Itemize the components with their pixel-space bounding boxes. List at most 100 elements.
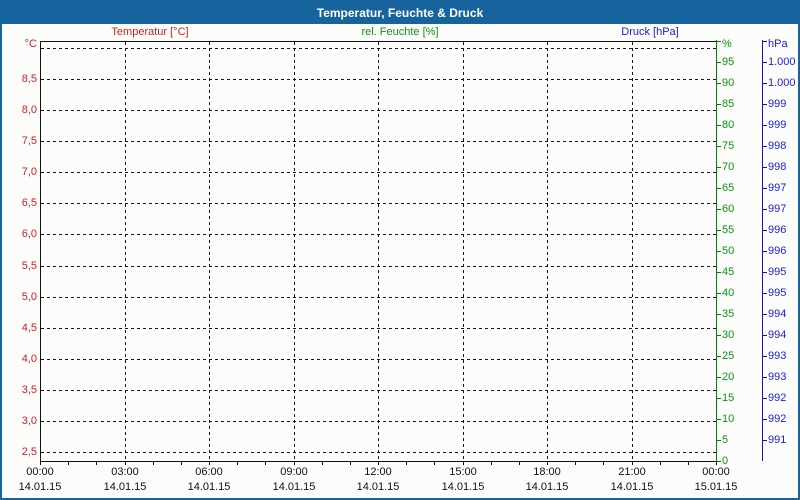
v-gridline [378,42,379,460]
time-label: 00:00 [702,466,730,478]
pressure-axis-tick [763,230,767,231]
pressure-axis-tick [763,188,767,189]
humidity-axis-tick [717,272,721,273]
hour-tick [378,462,379,465]
pressure-axis-label: 995 [768,266,787,278]
legend-temperature: Temperatur [°C] [111,26,189,38]
humidity-axis-tick [717,62,721,63]
v-gridline [632,42,633,460]
temp-axis-label: 6,5 [21,197,37,209]
humidity-axis-tick [717,125,721,126]
pressure-axis-label: 992 [768,392,787,404]
legend-humidity: rel. Feuchte [%] [361,26,439,38]
humidity-axis-label: 60 [722,203,735,215]
hour-tick [181,462,182,465]
time-label: 18:00 [533,466,561,478]
humidity-axis-label: 75 [722,140,735,152]
humidity-axis-label: 65 [722,182,735,194]
pressure-axis-tick [763,251,767,252]
date-label: 14.01.15 [441,481,485,493]
v-gridline [547,42,548,460]
humidity-axis-line [716,40,717,461]
pressure-axis-label: 996 [768,245,787,257]
hour-tick [716,462,717,465]
pressure-axis-tick [763,209,767,210]
v-gridline [125,42,126,460]
humidity-axis-label: 35 [722,308,735,320]
humidity-axis-tick [717,209,721,210]
hour-tick [40,462,41,465]
humidity-axis-tick [717,440,721,441]
humidity-axis-tick [717,41,721,42]
hour-tick [209,462,210,465]
pressure-axis-tick [763,167,767,168]
pressure-axis-label: 1.000 [768,77,796,89]
hour-tick [688,462,689,465]
hour-tick [125,462,126,465]
humidity-axis-label: % [722,38,732,50]
pressure-axis-label: 997 [768,203,787,215]
date-label: 14.01.15 [187,481,231,493]
pressure-axis-tick [763,272,767,273]
humidity-axis-label: 20 [722,371,735,383]
hour-tick [406,462,407,465]
pressure-axis-label: 993 [768,371,787,383]
temp-axis-label: 6,0 [21,228,37,240]
humidity-axis-label: 5 [722,434,729,446]
humidity-axis-label: 45 [722,266,735,278]
plot-border-top [40,41,717,42]
time-label: 00:00 [26,466,54,478]
temp-axis-label: 3,0 [21,415,37,427]
pressure-axis-tick [763,83,767,84]
pressure-axis-tick [763,41,767,42]
pressure-axis-tick [763,293,767,294]
date-label: 14.01.15 [356,481,400,493]
humidity-axis-tick [717,146,721,147]
humidity-axis-label: 70 [722,161,735,173]
temp-axis-label: 4,5 [21,322,37,334]
time-label: 15:00 [449,466,477,478]
temp-axis-label: 5,5 [21,260,37,272]
temp-axis-label: 7,0 [21,166,37,178]
hour-tick [463,462,464,465]
temp-axis-label: 5,0 [21,291,37,303]
humidity-axis-label: 80 [722,119,735,131]
hour-tick [237,462,238,465]
v-gridline [209,42,210,460]
humidity-axis-label: 15 [722,392,735,404]
pressure-axis-label: 999 [768,119,787,131]
humidity-axis-tick [717,377,721,378]
pressure-axis-tick [763,146,767,147]
humidity-axis-tick [717,83,721,84]
x-axis-line [40,461,717,462]
pressure-axis-label: 998 [768,161,787,173]
time-label: 09:00 [280,466,308,478]
temp-axis-label: 8,5 [21,73,37,85]
humidity-axis-tick [717,356,721,357]
temp-axis-label: 3,5 [21,384,37,396]
pressure-axis-label: 994 [768,329,787,341]
pressure-axis-label: hPa [768,38,788,50]
humidity-axis-tick [717,398,721,399]
time-label: 03:00 [111,466,139,478]
pressure-axis-label: 1.000 [768,56,796,68]
pressure-axis-line [762,40,763,461]
date-label: 14.01.15 [103,481,147,493]
humidity-axis-label: 50 [722,245,735,257]
hour-tick [491,462,492,465]
hour-tick [350,462,351,465]
date-label: 14.01.15 [18,481,62,493]
legend-pressure: Druck [hPa] [621,26,679,38]
pressure-axis-tick [763,104,767,105]
humidity-axis-label: 85 [722,98,735,110]
humidity-axis-label: 95 [722,56,735,68]
date-label: 14.01.15 [272,481,316,493]
temp-axis-label: °C [24,38,37,50]
v-gridline [463,42,464,460]
pressure-axis-tick [763,440,767,441]
humidity-axis-label: 40 [722,287,735,299]
humidity-axis-tick [717,188,721,189]
window-title: Temperatur, Feuchte & Druck [316,6,484,20]
humidity-axis-tick [717,419,721,420]
